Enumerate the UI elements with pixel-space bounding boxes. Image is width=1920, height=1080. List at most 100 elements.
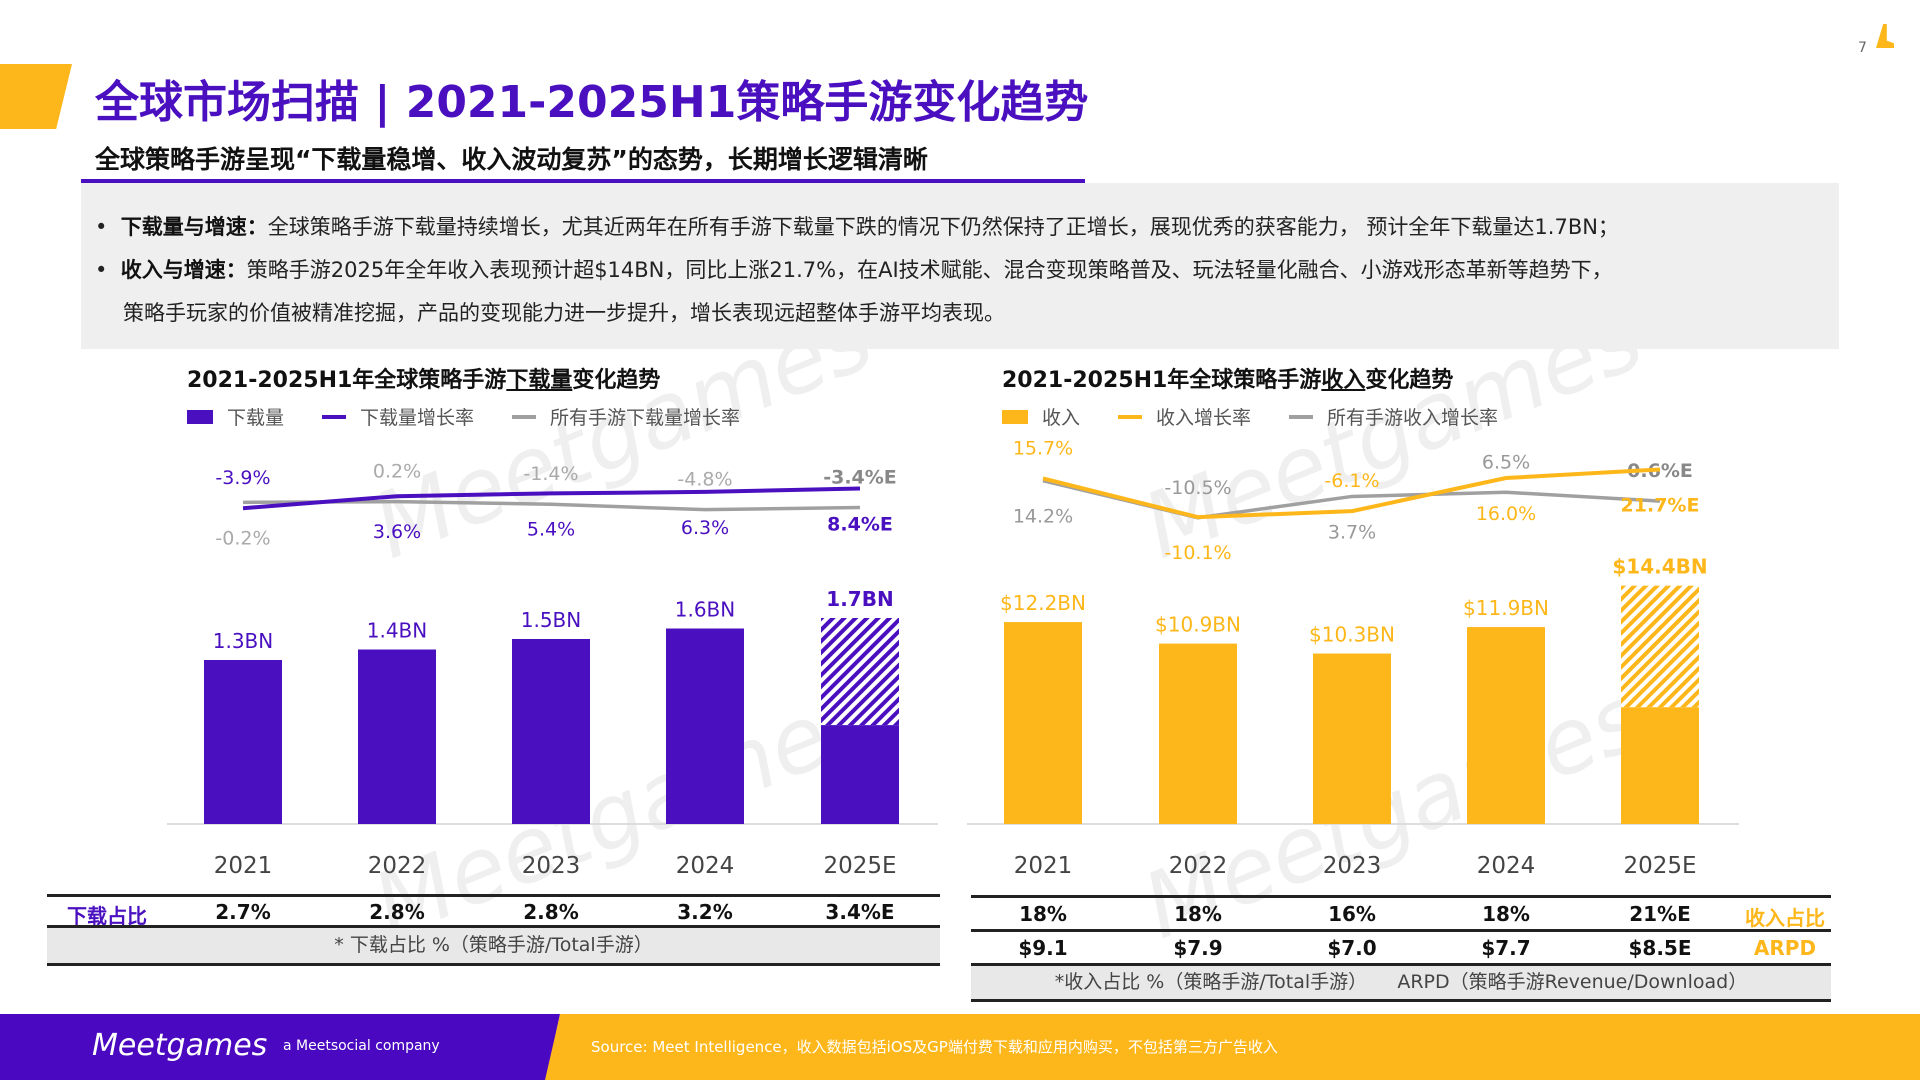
chart-title-underlined: 下载量 — [506, 368, 573, 393]
chart-title-pre: 2021-2025H1年全球策略手游 — [1002, 368, 1322, 393]
legend-label: 收入增长率 — [1156, 407, 1252, 429]
bar-value-label: $14.4BN — [1612, 555, 1707, 579]
line-point-label: 15.7% — [1013, 437, 1073, 459]
bullet-label: 下载量与增速： — [120, 215, 268, 239]
page-title: 全球市场扫描 | 2021-2025H1策略手游变化趋势 — [95, 77, 1089, 128]
table-cell-arpd: $7.0 — [1327, 936, 1377, 960]
legend-item: 收入 — [1002, 403, 1080, 430]
footer-tagline: a Meetsocial company — [283, 1038, 440, 1054]
table-rule — [971, 999, 1831, 1002]
row-label-revenue-share: 收入占比 — [1745, 906, 1825, 930]
x-tick-label: 2023 — [522, 853, 581, 879]
summary-box: • 下载量与增速：全球策略手游下载量持续增长，尤其近两年在所有手游下载量下跌的情… — [81, 183, 1839, 349]
line-point-label: -10.5% — [1164, 477, 1231, 499]
bar — [1467, 627, 1545, 824]
x-tick-label: 2025E — [823, 853, 896, 879]
row-label-arpd: ARPD — [1753, 936, 1817, 960]
legend-label: 下载量增长率 — [360, 407, 475, 429]
table-cell-revenue-share: 18% — [1174, 902, 1222, 926]
table-rule — [971, 929, 1831, 932]
bar — [358, 649, 436, 824]
bar-value-label: 1.5BN — [521, 608, 582, 632]
footer-brand-band — [0, 1014, 560, 1080]
line-point-label: 3.7% — [1328, 521, 1376, 543]
table-cell-download-share: 2.8% — [369, 900, 425, 924]
line-point-label: -4.8% — [677, 469, 732, 491]
line-point-label: 14.2% — [1013, 506, 1073, 528]
table-cell-revenue-share: 18% — [1482, 902, 1530, 926]
table-cell-download-share: 2.7% — [215, 900, 271, 924]
line-point-label: 16.0% — [1476, 503, 1536, 525]
bar — [204, 660, 282, 824]
bullet-label: 收入与增速： — [120, 258, 247, 282]
footer-logo: Meetgames — [92, 1028, 268, 1063]
bar-h1-actual — [1621, 707, 1699, 824]
line-point-label: -1.4% — [523, 463, 578, 485]
chart-title-revenue: 2021-2025H1年全球策略手游收入变化趋势 — [1002, 362, 1453, 394]
bar — [1313, 653, 1391, 824]
legend-swatch — [187, 409, 213, 424]
legend-label: 收入 — [1042, 407, 1081, 429]
footer-source-band — [545, 1014, 1920, 1080]
legend-label: 下载量 — [227, 407, 285, 429]
bar-value-label: $12.2BN — [1000, 591, 1086, 615]
line-point-label: 6.3% — [681, 517, 729, 539]
legend-revenue: 收入 收入增长率 所有手游收入增长率 — [1002, 403, 1498, 430]
bullet-text: 全球策略手游下载量持续增长，尤其近两年在所有手游下载量下跌的情况下仍然保持了正增… — [267, 215, 1619, 239]
table-cell-arpd: $7.7 — [1481, 936, 1531, 960]
bar — [1004, 622, 1082, 824]
legend-swatch — [1002, 409, 1028, 424]
download-share-note: * 下载占比 %（策略手游/Total手游） — [47, 928, 940, 963]
bar-value-label: 1.4BN — [367, 619, 428, 643]
legend-line — [512, 414, 537, 419]
table-rule — [971, 963, 1831, 966]
chart-title-post: 变化趋势 — [572, 368, 661, 393]
legend-line — [1118, 414, 1143, 419]
table-cell-arpd: $8.5E — [1628, 936, 1692, 960]
legend-label: 所有手游收入增长率 — [1327, 407, 1499, 429]
line-point-label: -10.1% — [1164, 542, 1231, 564]
bar-h1-actual — [821, 725, 899, 824]
legend-downloads: 下载量 下载量增长率 所有手游下载量增长率 — [187, 403, 740, 430]
table-rule — [47, 925, 940, 928]
table-cell-revenue-share: 18% — [1019, 902, 1067, 926]
line-point-label: 3.6% — [373, 521, 421, 543]
x-tick-label: 2022 — [368, 853, 427, 879]
footer-source: Source: Meet Intelligence，收入数据包括iOS及GP端付… — [591, 1038, 1278, 1056]
row-label-download-share: 下载占比 — [67, 904, 147, 928]
bar-forecast-hatched — [1621, 585, 1699, 708]
x-tick-label: 2025E — [1623, 853, 1696, 879]
line-point-label: 21.7%E — [1621, 494, 1700, 516]
chart-title-underlined: 收入 — [1321, 368, 1366, 393]
revenue-note: *收入占比 %（策略手游/Total手游） ARPD（策略手游Revenue/D… — [971, 966, 1831, 999]
bullet-revenue: • 收入与增速：策略手游2025年全年收入表现预计超$14BN，同比上涨21.7… — [95, 258, 1613, 282]
table-rule — [47, 963, 940, 966]
table-rule — [971, 895, 1831, 898]
x-tick-label: 2024 — [1477, 853, 1536, 879]
x-tick-label: 2021 — [214, 853, 273, 879]
line-point-label: -3.4%E — [823, 466, 897, 488]
bar-value-label: $10.9BN — [1155, 613, 1241, 637]
bar — [512, 639, 590, 824]
legend-item: 所有手游下载量增长率 — [512, 403, 740, 430]
legend-item: 下载量增长率 — [322, 403, 474, 430]
chart-title-post: 变化趋势 — [1365, 368, 1454, 393]
legend-item: 收入增长率 — [1118, 403, 1251, 430]
bullet-downloads: • 下载量与增速：全球策略手游下载量持续增长，尤其近两年在所有手游下载量下跌的情… — [95, 215, 1619, 239]
chart-title-downloads: 2021-2025H1年全球策略手游下载量变化趋势 — [187, 362, 660, 394]
line-point-label: 0.2% — [373, 461, 421, 483]
legend-label: 所有手游下载量增长率 — [550, 407, 741, 429]
line-point-label: 5.4% — [527, 518, 575, 540]
line-point-label: -6.1% — [1324, 470, 1379, 492]
table-cell-arpd: $9.1 — [1018, 936, 1068, 960]
page-subtitle: 全球策略手游呈现“下载量稳增、收入波动复苏”的态势，长期增长逻辑清晰 — [95, 145, 928, 174]
bullet-revenue-cont: 策略手玩家的价值被精准挖掘，产品的变现能力进一步提升，增长表现远超整体手游平均表… — [123, 301, 1005, 325]
x-tick-label: 2023 — [1323, 853, 1382, 879]
legend-item: 下载量 — [187, 403, 284, 430]
bar-value-label: 1.6BN — [675, 598, 736, 622]
table-cell-download-share: 3.4%E — [825, 900, 895, 924]
line-point-label: -0.2% — [215, 527, 270, 549]
line-point-label: 8.4%E — [827, 514, 893, 536]
line-point-label: 6.5% — [1482, 451, 1530, 473]
